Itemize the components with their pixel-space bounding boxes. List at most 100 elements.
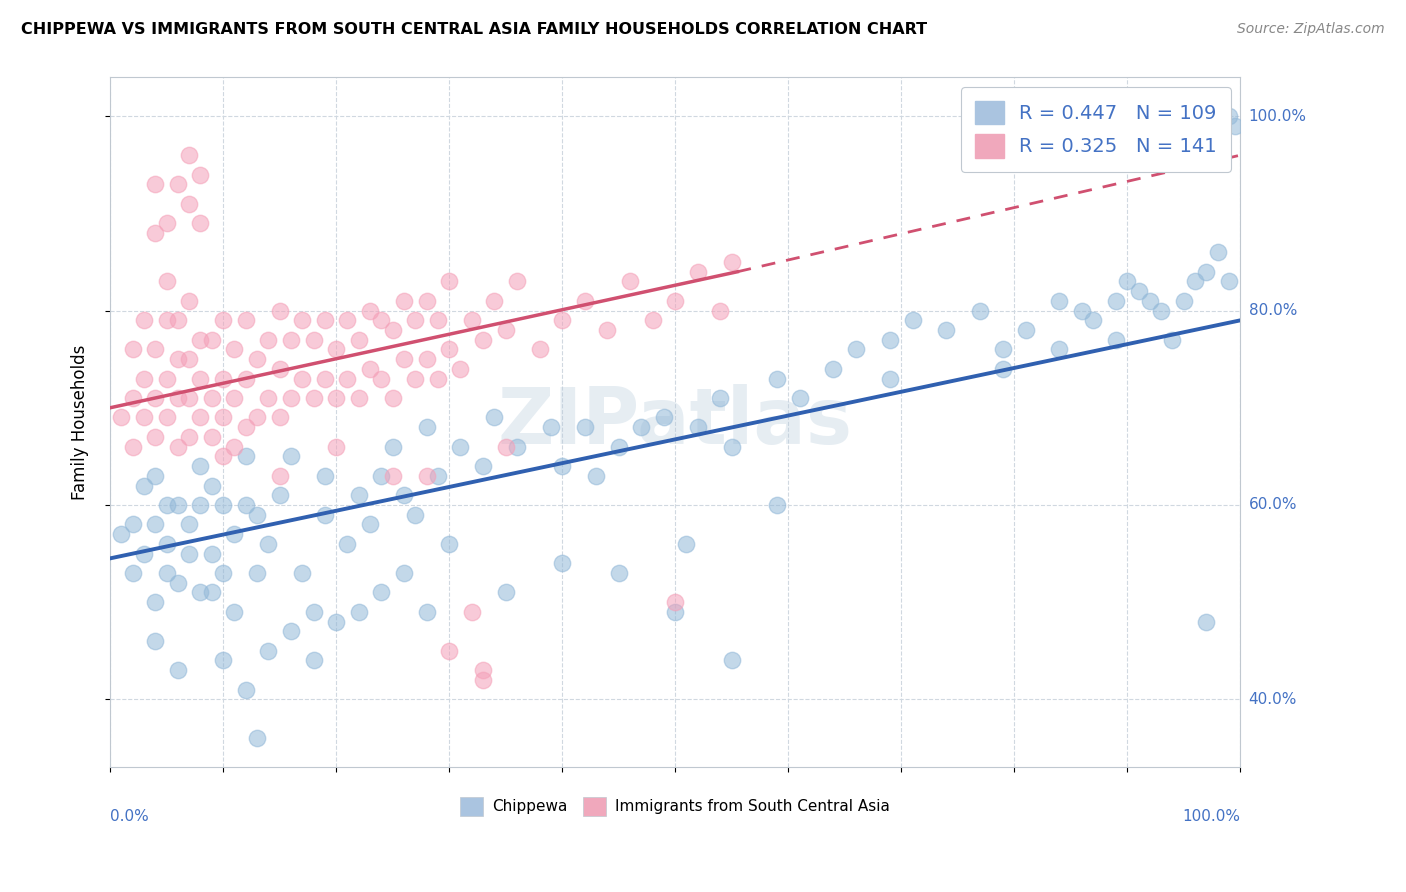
- Point: [574, 420, 596, 434]
- Text: CHIPPEWA VS IMMIGRANTS FROM SOUTH CENTRAL ASIA FAMILY HOUSEHOLDS CORRELATION CHA: CHIPPEWA VS IMMIGRANTS FROM SOUTH CENTRA…: [21, 22, 927, 37]
- Point: [325, 391, 347, 405]
- Point: [596, 323, 619, 337]
- Point: [392, 352, 415, 367]
- Point: [336, 537, 359, 551]
- Point: [190, 333, 212, 347]
- Point: [269, 468, 291, 483]
- Point: [224, 527, 246, 541]
- Legend: Chippewa, Immigrants from South Central Asia: Chippewa, Immigrants from South Central …: [454, 791, 896, 822]
- Point: [449, 440, 471, 454]
- Point: [641, 313, 664, 327]
- Point: [167, 352, 190, 367]
- Point: [789, 391, 811, 405]
- Point: [415, 352, 437, 367]
- Point: [709, 391, 731, 405]
- Point: [235, 420, 257, 434]
- Point: [179, 293, 201, 308]
- Point: [437, 537, 460, 551]
- Point: [235, 371, 257, 385]
- Point: [935, 323, 957, 337]
- Point: [132, 313, 155, 327]
- Point: [212, 410, 235, 425]
- Point: [201, 585, 224, 599]
- Point: [1218, 275, 1240, 289]
- Point: [472, 673, 495, 687]
- Point: [179, 547, 201, 561]
- Point: [257, 537, 280, 551]
- Point: [370, 468, 392, 483]
- Point: [607, 566, 630, 580]
- Point: [506, 275, 529, 289]
- Point: [392, 566, 415, 580]
- Point: [359, 517, 381, 532]
- Point: [325, 343, 347, 357]
- Point: [415, 293, 437, 308]
- Point: [224, 391, 246, 405]
- Point: [143, 595, 166, 609]
- Point: [269, 303, 291, 318]
- Point: [280, 624, 302, 639]
- Point: [415, 468, 437, 483]
- Point: [132, 371, 155, 385]
- Point: [484, 293, 506, 308]
- Text: Source: ZipAtlas.com: Source: ZipAtlas.com: [1237, 22, 1385, 37]
- Point: [437, 643, 460, 657]
- Point: [155, 537, 177, 551]
- Point: [336, 371, 359, 385]
- Point: [325, 615, 347, 629]
- Point: [314, 313, 336, 327]
- Point: [347, 605, 370, 619]
- Point: [167, 178, 190, 192]
- Point: [823, 362, 845, 376]
- Point: [370, 585, 392, 599]
- Point: [314, 468, 336, 483]
- Point: [1223, 119, 1246, 133]
- Point: [1116, 275, 1139, 289]
- Point: [347, 488, 370, 502]
- Point: [392, 293, 415, 308]
- Point: [212, 450, 235, 464]
- Point: [652, 410, 675, 425]
- Point: [190, 459, 212, 474]
- Point: [686, 420, 709, 434]
- Text: 80.0%: 80.0%: [1249, 303, 1296, 318]
- Point: [201, 547, 224, 561]
- Point: [1218, 109, 1240, 123]
- Point: [1195, 265, 1218, 279]
- Point: [155, 371, 177, 385]
- Point: [1161, 333, 1184, 347]
- Point: [1083, 313, 1105, 327]
- Point: [415, 420, 437, 434]
- Point: [664, 605, 686, 619]
- Point: [212, 371, 235, 385]
- Point: [392, 488, 415, 502]
- Point: [370, 313, 392, 327]
- Point: [201, 430, 224, 444]
- Point: [495, 440, 517, 454]
- Point: [167, 663, 190, 677]
- Point: [302, 391, 325, 405]
- Point: [766, 498, 789, 512]
- Point: [121, 566, 143, 580]
- Point: [246, 352, 269, 367]
- Point: [381, 468, 404, 483]
- Point: [291, 371, 314, 385]
- Point: [190, 371, 212, 385]
- Point: [291, 566, 314, 580]
- Point: [235, 313, 257, 327]
- Point: [155, 313, 177, 327]
- Point: [461, 313, 484, 327]
- Point: [686, 265, 709, 279]
- Point: [167, 440, 190, 454]
- Point: [574, 293, 596, 308]
- Point: [381, 440, 404, 454]
- Point: [506, 440, 529, 454]
- Point: [246, 508, 269, 522]
- Point: [246, 410, 269, 425]
- Point: [212, 653, 235, 667]
- Point: [121, 440, 143, 454]
- Point: [291, 313, 314, 327]
- Point: [190, 498, 212, 512]
- Point: [212, 566, 235, 580]
- Point: [1206, 245, 1229, 260]
